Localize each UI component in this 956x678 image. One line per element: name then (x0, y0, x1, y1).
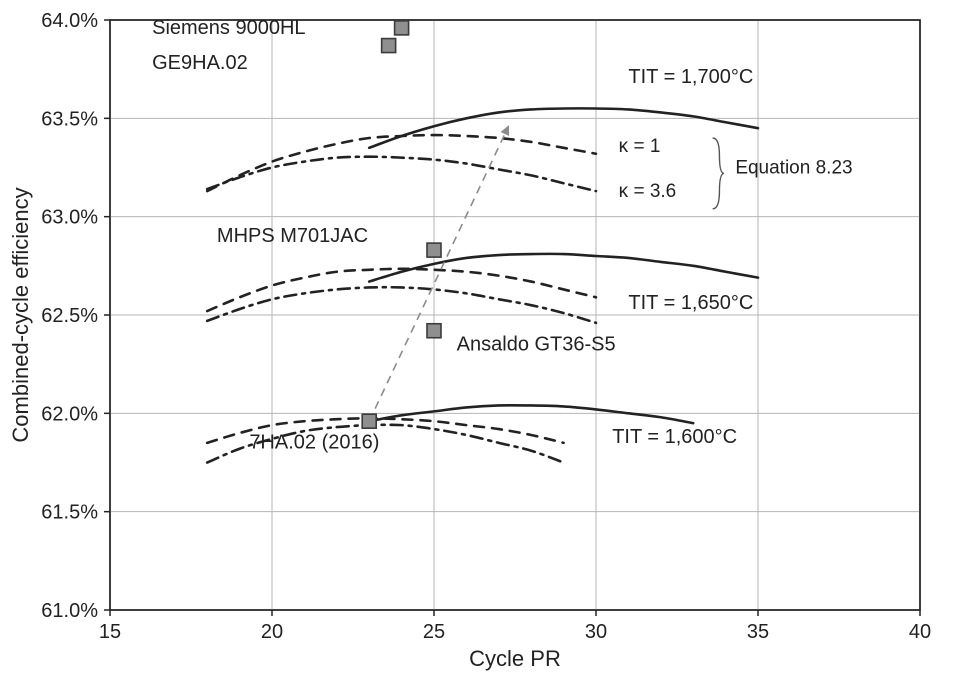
x-tick-label: 35 (747, 621, 769, 643)
y-tick-label: 61.0% (41, 600, 98, 622)
y-tick-label: 63.5% (41, 108, 98, 130)
annotation: Equation 8.23 (735, 157, 852, 178)
annotation: TIT = 1,650°C (628, 292, 753, 314)
y-tick-label: 62.0% (41, 403, 98, 425)
annotation: κ = 1 (619, 136, 661, 157)
annotation: TIT = 1,700°C (628, 66, 753, 88)
y-tick-label: 62.5% (41, 305, 98, 327)
y-tick-label: 64.0% (41, 10, 98, 32)
y-tick-label: 63.0% (41, 207, 98, 229)
annotation: TIT = 1,600°C (612, 426, 737, 448)
marker-ansaldo-gt36-s5 (427, 324, 441, 338)
y-axis-label: Combined-cycle efficiency (8, 187, 33, 442)
marker-7ha-02-2016- (362, 414, 376, 428)
x-tick-label: 15 (99, 621, 121, 643)
efficiency-vs-pr-chart: 15 20 25 30 35 40 61.0% 61.5% 62.0% 62.5% 63.0% 63.… (0, 0, 956, 678)
x-tick-label: 25 (423, 621, 445, 643)
marker-mhps-m701jac (427, 243, 441, 257)
chart-container: { "chart": { "type": "line", "width": 95… (0, 0, 956, 678)
marker-ge9ha-02 (382, 39, 396, 53)
x-axis-label: Cycle PR (469, 646, 561, 671)
x-tick-label: 30 (585, 621, 607, 643)
x-tick-label: 20 (261, 621, 283, 643)
annotation: 7HA.02 (2016) (249, 432, 379, 454)
annotation: κ = 3.6 (619, 181, 677, 202)
annotation: MHPS M701JAC (217, 225, 368, 247)
marker-siemens-9000hl (395, 21, 409, 35)
annotation: GE9HA.02 (152, 52, 248, 74)
y-tick-label: 61.5% (41, 502, 98, 524)
x-tick-label: 40 (909, 621, 931, 643)
annotation: Siemens 9000HL (152, 17, 305, 39)
annotation: Ansaldo GT36-S5 (457, 333, 616, 355)
